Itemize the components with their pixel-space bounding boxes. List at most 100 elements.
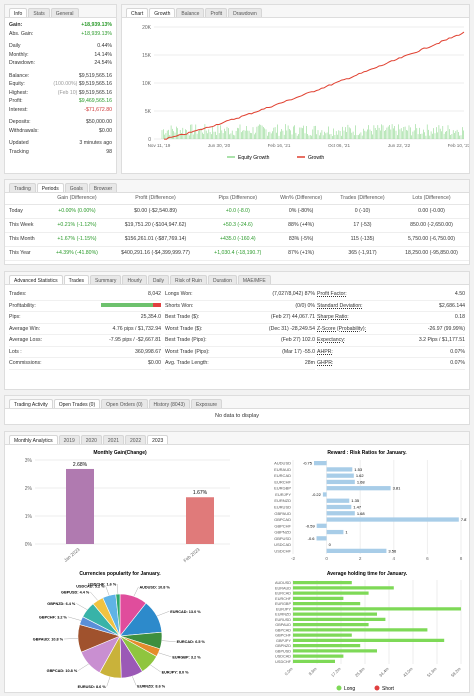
periods-cell: Today [5,204,48,219]
tab-stats[interactable]: Stats [28,8,50,17]
tab-general[interactable]: General [50,8,79,17]
growth-chart-panel: Chart Growth Balance Profit Drawdown 20K… [121,4,470,174]
stat-value: (7,027/8,042) 87% [272,291,315,298]
tab-browser[interactable]: Browser [88,183,118,192]
tab-activity-1[interactable]: Open Trades (0) [53,399,101,408]
risk-value-label: -0.59 [306,523,316,528]
stat-row: Commissions: $0.00 [9,358,161,370]
tab-monthly-3[interactable]: 2021 [102,435,125,444]
stat-label: GHPR: [317,360,334,367]
stat-label: Average Loss: [9,337,43,344]
tab-adv-3[interactable]: Hourly [122,275,147,284]
pie-leader [67,616,82,621]
pair-label: EURAUD [274,467,291,472]
y-tick-label: 2% [25,486,33,492]
tab-adv-5[interactable]: Risk of Ruin [170,275,207,284]
tab-periods[interactable]: Periods [36,183,64,192]
pie-leader [78,663,89,671]
pair-label: GBPAUD [275,623,291,627]
pair-label: EURGBP [275,602,292,606]
adv-tabs: Advanced Statistics Trades Summary Hourly Da… [5,272,469,285]
hold-bar-long [293,638,445,642]
tab-adv-7[interactable]: MAE/MFE [237,275,271,284]
hold-bar-long [293,623,369,627]
y-tick-label: 15K [142,53,152,59]
y-tick-label: 0% [25,542,33,548]
tab-info[interactable]: Info [9,8,28,17]
periods-cell: $19,751.20 (-$104,947.62) [106,218,205,233]
pair-label: EURUSD [274,505,291,510]
tab-profit[interactable]: Profit [205,8,228,17]
info-tabs: Info Stats General [5,5,116,18]
periods-cell: $156,261.01 (-$87,769.14) [106,232,205,247]
stat-label: Pips: [9,314,21,321]
pie-leader [132,676,137,686]
stat-row: Sharpe Ratio: 0.18 [317,312,465,324]
pie-leader [76,603,88,610]
stat-value: (Feb 27) 44,067.71 [270,314,315,321]
tab-activity-2[interactable]: Open Orders (0) [101,399,148,408]
stat-label: Profitability: [9,302,36,309]
tab-adv-2[interactable]: Summary [90,275,122,284]
x-tick-label: 43.0m [402,666,414,678]
periods-cell: +0.00% (0.00%) [47,204,107,219]
gain-bar-label: 1.67% [193,490,208,496]
periods-header: Trades (Difference) [330,193,394,205]
tab-monthly-0[interactable]: Monthly Analytics [9,435,58,444]
stat-row: Best Trade (Pips): (Feb 27) 102.0 [165,335,315,347]
x-tick-label: Jun 22, '22 [388,143,411,148]
tab-monthly-1[interactable]: 2019 [58,435,80,444]
y-tick-label: 3% [25,458,33,464]
periods-cell: +0.21% (-1.12%) [47,218,107,233]
pair-label: GBPUSD [274,536,291,541]
x-tick-label: 0.0m [284,666,294,676]
tab-adv-4[interactable]: Daily [147,275,170,284]
tab-goals[interactable]: Goals [64,183,88,192]
pair-label: EURCAD [274,473,291,478]
stat-row: Avg. Trade Length: 28m [165,358,315,370]
y-tick-label: 1% [25,514,33,520]
stat-value: -7.95 pips / -$2,667.81 [109,337,161,344]
tab-adv-1[interactable]: Trades [63,275,90,284]
tab-growth[interactable]: Growth [149,8,176,17]
tab-activity-3[interactable]: History (8043) [148,399,190,408]
tab-monthly-4[interactable]: 2022 [125,435,147,444]
activity-tabs: Trading Activity Open Trades (0) Open Orde… [5,396,469,409]
risk-value-label: 1.62 [356,473,365,478]
stats-col-2: Longs Won: (7,027/8,042) 87% Shorts Won: (0… [165,289,315,370]
tab-trading[interactable]: Trading [9,183,36,192]
tab-monthly-5[interactable]: 2023 [147,435,169,444]
risk-bar [326,517,459,522]
hold-bar-long [293,649,377,653]
risk-bar [326,479,355,485]
hold-bar-long [293,591,369,595]
x-tick-label: 58.2m [450,666,462,678]
x-tick-label: 0 [325,556,328,561]
pie-label: EURJPY: 8.0 % [162,670,190,674]
periods-cell: +435.0 (-160.4) [204,232,272,247]
hold-bar-long [293,612,377,616]
periods-panel: Trading Periods Goals Browser Gain (Diff… [4,179,470,265]
hold-bar-long [293,607,461,611]
tab-adv-0[interactable]: Advanced Statistics [9,275,63,284]
tab-adv-6[interactable]: Duration [207,275,237,284]
risk-ratio-chart: Reward : Risk Ratios for January. -2 0 2 4 6… [274,450,467,561]
tab-activity-4[interactable]: Exposure [190,399,223,408]
tab-monthly-2[interactable]: 2020 [80,435,102,444]
hold-bar-long [293,602,361,606]
pie-leader [106,676,111,687]
tab-activity-0[interactable]: Trading Activity [9,399,53,408]
y-tick-label: 20K [142,25,152,31]
hold-bar-long [293,628,428,632]
risk-value-label: -0.75 [303,461,313,466]
risk-bar [326,467,353,472]
pair-label: USDCAD [274,542,291,547]
tab-chart[interactable]: Chart [126,8,149,17]
risk-value-label: 1.53 [354,467,363,472]
tab-drawdown[interactable]: Drawdown [228,8,262,17]
risk-bar [326,504,352,510]
stat-label: Expectancy: [317,337,346,344]
tab-balance[interactable]: Balance [176,8,205,17]
pair-label: EURAUD [275,586,291,590]
